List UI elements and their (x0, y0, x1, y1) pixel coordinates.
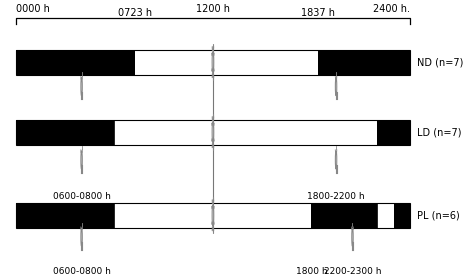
Bar (135, 50, 318, 75)
Circle shape (212, 122, 214, 143)
Bar (16, 203, 114, 228)
Bar (311, 203, 377, 228)
Text: LD (n=7): LD (n=7) (417, 127, 461, 137)
Text: PL (n=6): PL (n=6) (417, 210, 459, 220)
Text: ND (n=7): ND (n=7) (417, 57, 463, 67)
Text: 0600-0800 h: 0600-0800 h (53, 267, 110, 276)
Circle shape (81, 228, 82, 246)
Text: 1837 h: 1837 h (301, 8, 335, 18)
Text: 1800-2200 h: 1800-2200 h (307, 192, 365, 201)
Bar (16, 50, 135, 75)
Bar (377, 203, 393, 228)
Text: 2200-2300 h: 2200-2300 h (324, 267, 381, 276)
Bar (16, 120, 114, 145)
Bar (318, 50, 410, 75)
Circle shape (336, 78, 337, 96)
Circle shape (81, 151, 82, 169)
Circle shape (352, 228, 353, 246)
Bar (16, 120, 410, 145)
Circle shape (336, 151, 337, 169)
Text: 1800 h: 1800 h (296, 267, 327, 276)
Bar (16, 203, 410, 228)
Bar (377, 120, 410, 145)
Text: 2400 h.: 2400 h. (373, 4, 410, 14)
Text: 1200 h: 1200 h (196, 4, 230, 14)
Circle shape (212, 205, 214, 226)
Text: 0600-0800 h: 0600-0800 h (53, 192, 110, 201)
Text: 0723 h: 0723 h (118, 8, 152, 18)
Bar (114, 203, 311, 228)
Text: 0000 h: 0000 h (16, 4, 50, 14)
Bar (16, 50, 410, 75)
Circle shape (212, 52, 214, 73)
Bar (393, 203, 410, 228)
Bar (114, 120, 377, 145)
Circle shape (81, 78, 82, 96)
